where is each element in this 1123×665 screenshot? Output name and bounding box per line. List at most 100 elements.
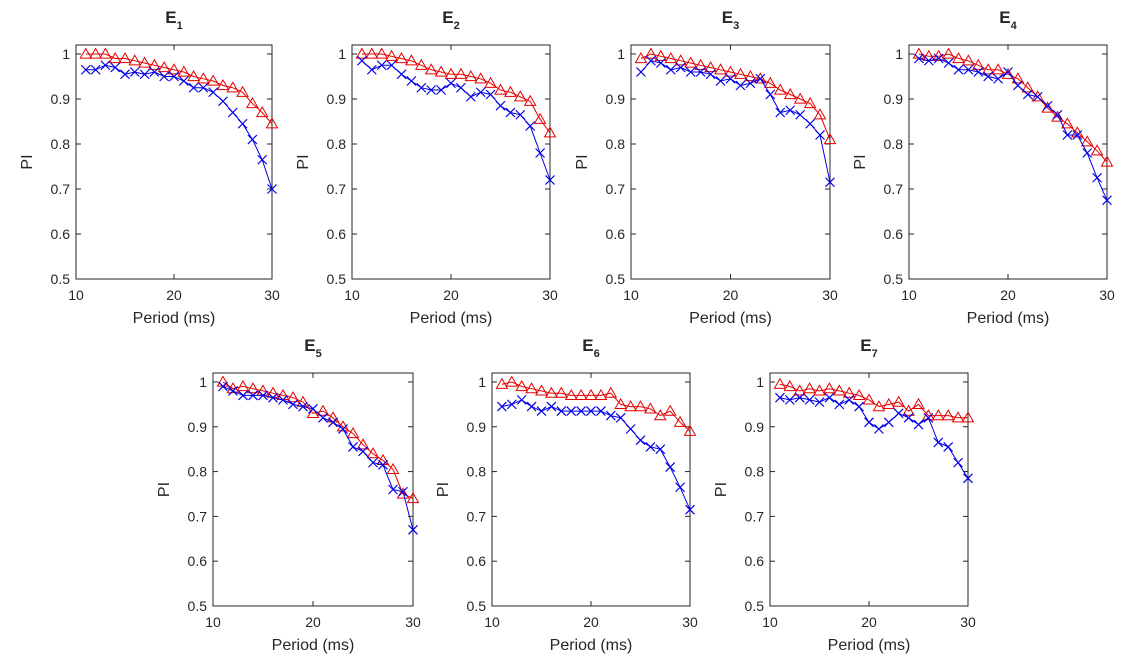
y-axis-label: PI [19, 154, 36, 169]
data-point-x [417, 83, 426, 92]
data-point-triangle [188, 71, 199, 81]
data-point-x [636, 68, 645, 77]
y-tick-label: 0.8 [188, 464, 208, 480]
title-main: E [999, 8, 1010, 27]
subplot-4: 0.5 0.6 0.7 0.8 0.9 1 10 20 30 Period (ms) PI E4 [852, 8, 1115, 327]
data-point-triangle [893, 397, 904, 407]
title-subscript: 1 [177, 20, 183, 32]
data-point-x [616, 413, 625, 422]
data-point-x [486, 90, 495, 99]
x-tick-label: 20 [723, 287, 739, 303]
data-point-x [676, 63, 685, 72]
data-point-x [527, 402, 536, 411]
data-point-x [606, 411, 615, 420]
data-point-x [526, 122, 535, 131]
y-tick-label: 0.6 [188, 553, 208, 569]
x-tick-label: 10 [484, 614, 500, 630]
x-tick-label: 10 [623, 287, 639, 303]
data-point-x [1093, 173, 1102, 182]
series-x [81, 61, 276, 194]
data-point-triangle [515, 91, 526, 101]
series-line [641, 61, 830, 183]
y-tick-label: 0.7 [51, 181, 71, 197]
data-point-triangle [605, 388, 616, 398]
y-tick-label: 0.9 [327, 91, 347, 107]
x-tick-label: 30 [1099, 287, 1115, 303]
data-point-x [130, 68, 139, 77]
data-point-x [536, 149, 545, 158]
axes-box [909, 45, 1107, 279]
x-tick-label: 20 [861, 614, 877, 630]
data-point-triangle [516, 381, 527, 391]
title-main: E [860, 336, 871, 355]
y-tick-label: 0.7 [467, 508, 487, 524]
x-axis-label: Period (ms) [410, 310, 493, 327]
y-axis-label: PI [156, 482, 173, 497]
data-point-x [994, 74, 1003, 83]
data-point-x [349, 442, 358, 451]
series-triangle [496, 376, 695, 435]
y-tick-label: 0.9 [188, 419, 208, 435]
y-tick-label: 0.6 [51, 226, 71, 242]
data-point-triangle [943, 410, 954, 420]
y-tick-label: 0.9 [745, 419, 765, 435]
y-tick-label: 0.6 [745, 553, 765, 569]
x-tick-label: 30 [542, 287, 558, 303]
x-tick-label: 10 [344, 287, 360, 303]
y-axis-label: PI [574, 154, 591, 169]
data-point-triangle [366, 49, 377, 59]
data-point-triangle [237, 87, 248, 97]
y-tick-label: 0.5 [745, 598, 765, 614]
series-triangle [356, 49, 555, 137]
data-point-triangle [775, 85, 786, 95]
chart-title: E2 [442, 8, 459, 32]
x-tick-label: 20 [1000, 287, 1016, 303]
data-point-x [516, 110, 525, 119]
y-axis-label: PI [713, 482, 730, 497]
title-subscript: 2 [454, 20, 460, 32]
chart-title: E6 [582, 336, 599, 360]
data-point-triangle [774, 379, 785, 389]
data-point-x [309, 404, 318, 413]
data-point-x [1083, 149, 1092, 158]
y-tick-label: 0.8 [467, 464, 487, 480]
data-point-x [944, 442, 953, 451]
y-tick-label: 0.8 [327, 136, 347, 152]
axes-box [770, 373, 968, 606]
title-main: E [582, 336, 593, 355]
data-point-triangle [110, 53, 121, 63]
data-point-x [766, 90, 775, 99]
y-axis-label: PI [295, 154, 312, 169]
data-point-x [140, 70, 149, 79]
subplot-6: 0.50.60.70.80.9110 20 30Period (ms)PIE6 [435, 336, 698, 654]
data-point-triangle [804, 383, 815, 393]
chart-title: E5 [304, 336, 321, 360]
series-line [223, 382, 413, 499]
data-point-x [796, 110, 805, 119]
data-point-x [537, 407, 546, 416]
data-point-x [407, 77, 416, 86]
y-tick-label: 0.5 [327, 271, 347, 287]
data-point-triangle [238, 381, 249, 391]
y-tick-label: 0.7 [327, 181, 347, 197]
data-point-x [369, 458, 378, 467]
x-tick-label: 20 [443, 287, 459, 303]
data-point-x [626, 425, 635, 434]
series-x [775, 393, 972, 483]
series-line [919, 54, 1107, 162]
y-tick-label: 0.5 [51, 271, 71, 287]
y-tick-label: 0.9 [606, 91, 626, 107]
data-point-x [238, 119, 247, 128]
data-point-x [656, 445, 665, 454]
data-point-triangle [655, 410, 666, 420]
data-point-x [944, 59, 953, 68]
y-tick-label: 0.5 [188, 598, 208, 614]
data-point-x [359, 447, 368, 456]
y-tick-label: 0.6 [467, 553, 487, 569]
y-tick-label: 0.7 [188, 508, 208, 524]
data-point-x [914, 420, 923, 429]
x-tick-label: 30 [405, 614, 421, 630]
data-point-x [874, 425, 883, 434]
data-point-x [884, 418, 893, 427]
